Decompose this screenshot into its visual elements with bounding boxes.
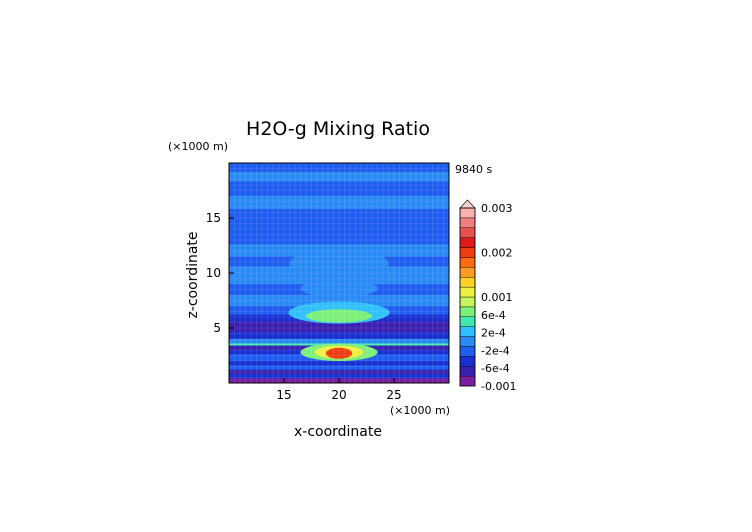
y-tick-label: 5 [213, 321, 221, 335]
colorbar-label: 2e-4 [481, 327, 506, 340]
field-band [229, 321, 449, 333]
time-label: 9840 s [455, 163, 492, 176]
colorbar-swatch [459, 316, 476, 327]
colorbar-swatch [459, 207, 476, 219]
colorbar-label: 0.002 [481, 247, 513, 260]
colorbar-label: -2e-4 [481, 344, 510, 357]
field-feature [300, 279, 378, 298]
field-feature [306, 309, 372, 323]
colorbar: 0.003 0.002 0.001 6e-4 2e-4 -2e-4 -6e-4 -0.001 [459, 199, 516, 393]
field-band [229, 332, 449, 339]
field-feature [289, 247, 389, 281]
colorbar-swatch [459, 346, 476, 357]
colorbar-label: 6e-4 [481, 309, 506, 322]
colorbar-swatch [459, 247, 476, 258]
x-axis-unit: (×1000 m) [390, 404, 450, 417]
y-tick-label: 15 [206, 211, 221, 225]
field-feature [325, 347, 353, 359]
x-axis-label: x-coordinate [294, 424, 382, 440]
field-band [229, 361, 449, 366]
colorbar-label: 0.001 [481, 291, 513, 304]
chart-title: H2O-g Mixing Ratio [246, 118, 430, 140]
colorbar-swatch [459, 356, 476, 367]
colorbar-swatch [459, 237, 476, 248]
colorbar-label: -6e-4 [481, 362, 510, 375]
y-axis-label: z-coordinate [185, 231, 201, 318]
colorbar-swatch [459, 217, 476, 228]
colorbar-swatch [459, 267, 476, 278]
colorbar-swatch [459, 375, 476, 387]
field-band [229, 181, 449, 196]
field-band [229, 171, 449, 182]
colorbar-swatch [459, 257, 476, 268]
colorbar-swatch [459, 336, 476, 347]
colorbar-label: 0.003 [481, 202, 513, 215]
colorbar-extend-arrow [459, 199, 476, 209]
field-band [229, 365, 449, 370]
colorbar-frame [459, 207, 476, 387]
field-band [229, 163, 449, 172]
field-band [229, 209, 449, 245]
colorbar-swatch [459, 296, 476, 308]
colorbar-swatch [459, 277, 476, 288]
colorbar-swatch [459, 326, 476, 337]
field-band [229, 339, 449, 344]
colorbar-label: -0.001 [481, 380, 516, 393]
colorbar-swatch [459, 366, 476, 377]
field-band [229, 374, 449, 379]
x-tick-label: 15 [276, 388, 291, 402]
colorbar-swatch [459, 227, 476, 238]
x-tick-label: 20 [331, 388, 346, 402]
colorbar-swatch [459, 306, 476, 317]
plot-area: 15 20 25 5 10 15 [206, 162, 450, 402]
field-band [229, 369, 449, 375]
colorbar-swatch [459, 286, 476, 298]
field-band [229, 196, 449, 210]
x-tick-label: 25 [386, 388, 401, 402]
y-tick-label: 10 [206, 266, 221, 280]
field-band [229, 295, 449, 306]
y-axis-unit: (×1000 m) [168, 140, 228, 153]
